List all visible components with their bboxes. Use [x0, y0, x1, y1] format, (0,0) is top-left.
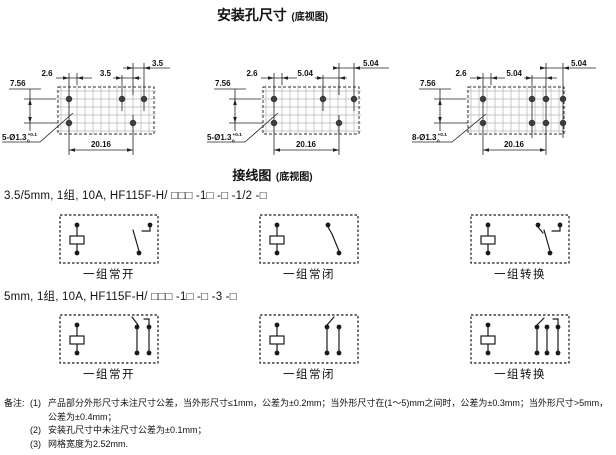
note-text: 安装孔尺寸中未注尺寸公差为±0.1mm； [48, 425, 207, 435]
dim-pitch-mid: 3.5 [100, 69, 112, 78]
relay-outline [262, 86, 360, 135]
no-contact-symbol [132, 222, 153, 256]
mounting-drawing-middle: 2.6 5.04 5.04 7.56 20.16 5-Ø1.3+0.1 0 [207, 59, 389, 155]
note-item: (3) 网格宽度为2.52mm. [30, 438, 614, 452]
caption-1c: 一组转换 [494, 269, 546, 281]
schematic-border [470, 314, 570, 364]
schematic-border [259, 214, 359, 264]
notes-list: (1) 产品部分外形尺寸未注尺寸公差，当外形尺寸≤1mm，公差为±0.2mm；当… [30, 397, 614, 451]
wiring-title-suffix: (底视图) [275, 172, 313, 183]
note-item: (1) 产品部分外形尺寸未注尺寸公差，当外形尺寸≤1mm，公差为±0.2mm；当… [30, 397, 614, 424]
no-contact-symbol [131, 316, 152, 356]
pcb-grid [261, 85, 361, 135]
coil-symbol [69, 322, 85, 356]
mounting-title-text: 安装孔尺寸 [216, 7, 287, 23]
extension-lines [207, 63, 389, 155]
caption-2c: 一组转换 [494, 369, 546, 381]
co-contact-symbol [534, 317, 561, 356]
hole-callout-text: 5-Ø1.3 [207, 133, 232, 142]
dim-pitch-small: 2.6 [455, 69, 467, 78]
hole-callout: 5-Ø1.3+0.1 0 [2, 132, 37, 145]
schematic-2a-normally-open [59, 314, 159, 364]
nc-contact-symbol [325, 222, 342, 256]
dim-span: 20.16 [504, 140, 525, 149]
hole-tol-zero: 0 [232, 139, 235, 145]
dim-pitch-right: 5.04 [571, 59, 587, 68]
dim-row-gap: 7.56 [420, 79, 436, 88]
hole-tol-plus: +0.1 [27, 132, 37, 138]
hole-callout-text: 8-Ø1.3 [412, 133, 437, 142]
schematic-1c-changeover [470, 214, 570, 264]
caption-1a: 一组常开 [83, 269, 135, 281]
coil-symbol [269, 322, 285, 356]
note-number: (2) [30, 425, 41, 435]
note-text: 网格宽度为2.52mm. [48, 438, 129, 449]
mounting-holes [65, 95, 148, 127]
coil-symbol [69, 222, 85, 256]
note-text: 产品部分外形尺寸未注尺寸公差，当外形尺寸≤1mm，公差为±0.2mm；当外形尺寸… [48, 398, 609, 422]
note-item: (2) 安装孔尺寸中未注尺寸公差为±0.1mm； [30, 424, 614, 438]
schematic-1a-normally-open [59, 214, 159, 264]
relay-outline [467, 86, 565, 135]
dim-pitch-mid: 5.04 [506, 69, 522, 78]
schematic-border [470, 214, 570, 264]
nc-contact-symbol [324, 316, 342, 356]
mounting-title-suffix: (底视图) [291, 12, 329, 23]
schematic-border [59, 314, 159, 364]
model-line-1: 3.5/5mm, 1组, 10A, HF115F-H/ □□□ -1□ -□ -… [4, 190, 267, 202]
hole-tol-plus: +0.1 [437, 132, 447, 138]
extension-lines [412, 63, 596, 155]
hole-tol-plus: +0.1 [232, 132, 242, 138]
coil-symbol [269, 222, 285, 256]
schematic-border [259, 314, 359, 364]
dimension-arrows [28, 66, 150, 152]
hole-callout: 5-Ø1.3+0.1 0 [207, 132, 242, 145]
hole-tol-zero: 0 [437, 139, 440, 145]
note-number: (1) [30, 398, 41, 408]
relay-outline [57, 86, 155, 135]
wiring-title-text: 接线图 [232, 168, 272, 183]
schematic-2c-changeover [470, 314, 570, 364]
dimension-arrows [438, 66, 569, 152]
notes-label: 备注: [4, 398, 25, 408]
caption-2b: 一组常闭 [283, 369, 335, 381]
dimension-arrows [233, 66, 360, 152]
hole-callout-text: 5-Ø1.3 [2, 133, 27, 142]
note-number: (3) [30, 438, 41, 449]
dim-row-gap: 7.56 [10, 79, 26, 88]
caption-1b: 一组常闭 [283, 269, 335, 281]
dim-span: 20.16 [296, 140, 317, 149]
hole-tol-zero: 0 [27, 139, 30, 145]
dim-span: 20.16 [91, 140, 112, 149]
dim-pitch-right: 5.04 [363, 59, 379, 68]
dim-pitch-right: 3.5 [152, 59, 164, 68]
schematic-1b-normally-closed [259, 214, 359, 264]
wiring-title: 接线图 (底视图) [0, 165, 545, 185]
dim-pitch-small: 2.6 [246, 69, 258, 78]
dim-row-gap: 7.56 [215, 79, 231, 88]
hole-callout: 8-Ø1.3+0.1 0 [412, 132, 447, 145]
co-contact-symbol [535, 222, 563, 256]
notes-block: 备注: (1) 产品部分外形尺寸未注尺寸公差，当外形尺寸≤1mm，公差为±0.2… [4, 397, 614, 451]
schematic-border [59, 214, 159, 264]
mounting-holes [479, 95, 567, 127]
pcb-grid [56, 85, 156, 135]
mounting-title: 安装孔尺寸 (底视图) [0, 5, 545, 25]
dim-pitch-mid: 5.04 [297, 69, 313, 78]
mounting-drawing-right: 2.6 5.04 5.04 7.56 20.16 8-Ø1.3+0.1 0 [412, 59, 596, 155]
model-line-2: 5mm, 1组, 10A, HF115F-H/ □□□ -1□ -□ -3 -□ [4, 291, 237, 303]
caption-2a: 一组常开 [83, 369, 135, 381]
pcb-grid [466, 85, 566, 135]
coil-symbol [480, 322, 496, 356]
mounting-drawing-left: 2.6 3.5 3.5 7.56 20.16 5-Ø1.3+0.1 0 [2, 59, 170, 155]
dim-pitch-small: 2.6 [41, 69, 53, 78]
coil-symbol [480, 222, 496, 256]
schematic-2b-normally-closed [259, 314, 359, 364]
mounting-holes [270, 95, 358, 127]
